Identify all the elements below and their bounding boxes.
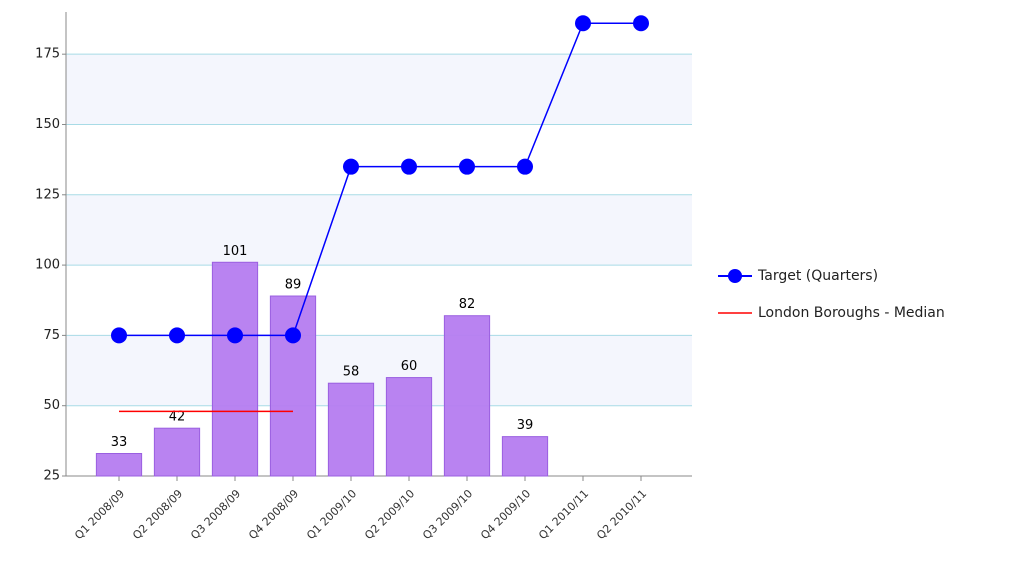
x-tick-label: Q1 2008/09 — [72, 487, 127, 542]
value-label: 82 — [459, 297, 476, 312]
bar — [443, 315, 491, 477]
marker — [169, 327, 185, 344]
y-tick-label: 50 — [43, 398, 60, 413]
x-tick-label: Q2 2009/10 — [362, 487, 417, 542]
x-tick-label: Q1 2010/11 — [536, 487, 591, 542]
marker — [401, 158, 417, 175]
line — [119, 22, 641, 337]
y-tick-label: 150 — [35, 117, 60, 132]
y-tick-label: 175 — [35, 47, 60, 62]
marker — [285, 327, 301, 344]
bar — [385, 377, 433, 477]
value-label: 60 — [401, 359, 418, 374]
plot-band — [66, 335, 692, 406]
bar — [269, 295, 317, 477]
bar — [95, 453, 143, 477]
marker — [459, 158, 475, 175]
x-tick-label: Q1 2009/10 — [304, 487, 359, 542]
y-tick-label: 75 — [43, 328, 60, 343]
value-label: 39 — [517, 418, 534, 433]
x-tick-label: Q2 2010/11 — [594, 487, 649, 542]
x-tick-label: Q3 2008/09 — [188, 487, 243, 542]
bar — [153, 427, 201, 477]
y-tick-label: 25 — [43, 469, 60, 484]
x-tick-label: Q2 2008/09 — [130, 487, 185, 542]
marker — [111, 327, 127, 344]
x-tick-label: Q4 2009/10 — [478, 487, 533, 542]
bar — [211, 261, 259, 477]
value-label: 33 — [111, 435, 128, 450]
value-label: 42 — [169, 410, 186, 425]
bar — [327, 382, 375, 477]
marker — [227, 327, 243, 344]
value-label: 58 — [343, 365, 360, 380]
y-tick-label: 125 — [35, 187, 60, 202]
marker — [633, 15, 649, 32]
x-tick-label: Q4 2008/09 — [246, 487, 301, 542]
value-label: 89 — [285, 278, 302, 293]
plot-band — [66, 194, 692, 266]
y-tick-label: 100 — [35, 258, 60, 273]
x-tick-label: Q3 2009/10 — [420, 487, 475, 542]
legend-label: Target (Quarters) — [757, 268, 878, 284]
legend-marker — [728, 269, 742, 283]
marker — [575, 15, 591, 32]
marker — [517, 158, 533, 175]
plot-band — [66, 54, 692, 125]
bar — [501, 436, 549, 477]
marker — [343, 158, 359, 175]
value-label: 101 — [223, 244, 248, 259]
legend-label: London Boroughs - Median — [758, 305, 945, 321]
